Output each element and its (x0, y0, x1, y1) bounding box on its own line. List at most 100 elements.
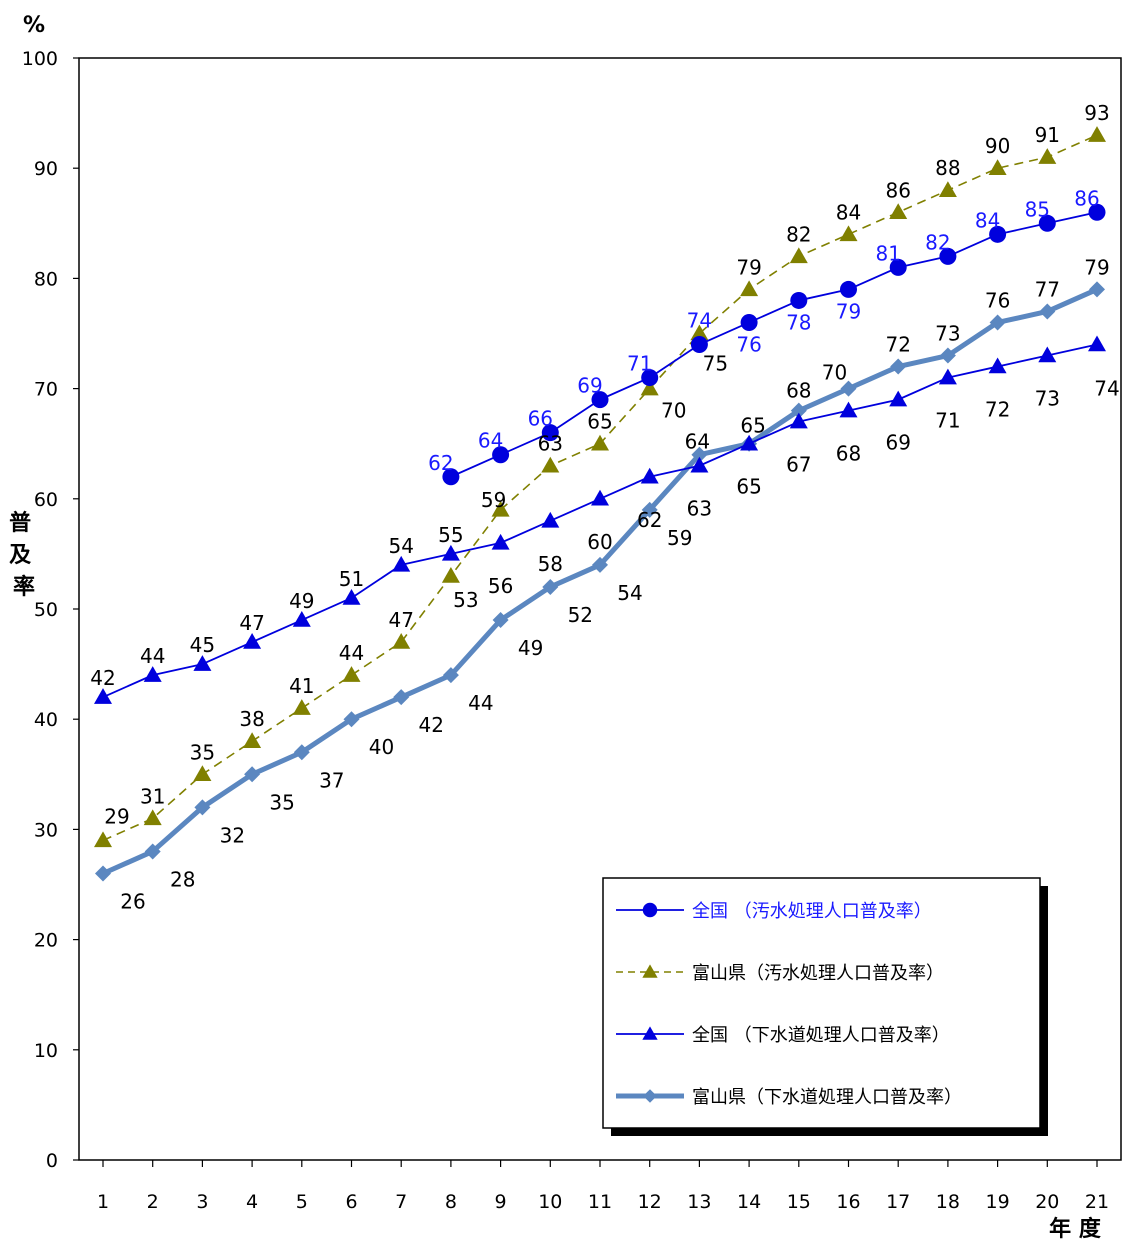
data-point (244, 766, 261, 783)
data-label: 60 (587, 530, 612, 554)
data-label: 86 (885, 178, 910, 202)
legend-item-4: 富山県（下水道処理人口普及率） (616, 1087, 962, 1108)
data-point (591, 391, 609, 409)
data-label: 44 (339, 641, 364, 665)
data-label: 73 (1035, 387, 1060, 411)
data-point (839, 401, 858, 418)
data-label: 49 (289, 589, 314, 613)
data-point (640, 379, 659, 396)
data-point (740, 280, 759, 297)
data-label: 91 (1035, 123, 1060, 147)
legend-marker (642, 1026, 658, 1040)
data-label: 93 (1084, 101, 1109, 125)
data-label: 68 (786, 379, 811, 403)
data-label: 74 (1094, 377, 1119, 401)
data-label: 53 (453, 588, 478, 612)
data-point (989, 314, 1006, 331)
y-tick-label: 30 (34, 819, 58, 841)
data-label: 37 (319, 768, 344, 792)
data-label: 85 (1025, 197, 1050, 221)
y-unit-label: % (23, 13, 45, 38)
x-axis-label: 年 度 (1049, 1216, 1102, 1242)
data-point (840, 280, 857, 298)
data-label: 66 (528, 407, 553, 431)
data-label: 86 (1074, 186, 1099, 210)
data-label: 32 (220, 823, 245, 847)
legend: 全国 （汚水処理人口普及率） 富山県（汚水処理人口普及率） 全国 （下水道処理人口普… (602, 877, 1048, 1136)
data-point (1039, 303, 1056, 320)
data-point (193, 655, 212, 671)
series-2 (94, 126, 1106, 848)
y-tick-label: 40 (34, 709, 58, 731)
data-point (592, 556, 608, 573)
y-tick-label: 80 (34, 268, 58, 290)
data-point (541, 456, 560, 473)
data-point (740, 313, 758, 331)
x-tick-label: 21 (1085, 1191, 1109, 1213)
data-point (1038, 148, 1057, 164)
data-label: 63 (687, 497, 712, 521)
data-point (690, 456, 709, 473)
x-tick-label: 17 (886, 1191, 910, 1213)
data-point (441, 566, 460, 583)
data-label: 72 (885, 333, 910, 357)
data-point (442, 468, 460, 486)
data-label: 76 (736, 332, 761, 356)
legend-items: 全国 （汚水処理人口普及率） 富山県（汚水処理人口普及率） 全国 （下水道処理人口普… (616, 901, 962, 1108)
data-label: 54 (617, 581, 642, 605)
data-point (243, 732, 262, 748)
x-tick-label: 6 (345, 1191, 357, 1213)
x-tick-label: 12 (638, 1191, 662, 1213)
data-point (144, 843, 161, 860)
series-4 (95, 281, 1105, 882)
data-point (392, 555, 411, 572)
x-tick-label: 19 (986, 1191, 1010, 1213)
data-point (988, 357, 1007, 374)
y-tick-label: 70 (34, 379, 58, 401)
data-label: 59 (481, 488, 506, 512)
x-tick-label: 14 (737, 1191, 761, 1213)
x-tick-label: 10 (538, 1191, 562, 1213)
data-label: 69 (577, 374, 602, 398)
y-tick-label: 50 (34, 599, 58, 621)
data-label: 77 (1035, 277, 1060, 301)
data-label: 78 (786, 310, 811, 334)
data-point (691, 446, 708, 463)
data-point (94, 688, 112, 704)
data-label: 58 (538, 552, 563, 576)
data-label: 73 (935, 322, 960, 346)
data-point (889, 258, 907, 276)
data-label: 71 (935, 409, 960, 433)
data-point (839, 225, 858, 242)
data-point (441, 544, 460, 561)
data-point (690, 324, 709, 341)
data-point (542, 578, 559, 595)
y-tick-label: 100 (22, 48, 58, 70)
y-tick-label: 20 (34, 930, 58, 952)
data-label: 59 (667, 526, 692, 550)
data-label: 79 (736, 255, 761, 279)
data-point (492, 612, 509, 629)
data-point (641, 501, 658, 518)
data-point (591, 434, 609, 451)
data-point (343, 711, 360, 728)
x-tick-label: 8 (445, 1191, 457, 1213)
x-axis: 1 2 3 4 5 6 7 8 9 10 11 12 13 14 15 16 17 18 19 20 21 (97, 1160, 1109, 1213)
data-point (938, 181, 957, 197)
data-label: 81 (875, 241, 900, 265)
x-tick-label: 13 (687, 1191, 711, 1213)
data-label: 47 (239, 611, 264, 635)
data-label: 35 (190, 740, 215, 764)
data-point (541, 511, 560, 528)
data-point (890, 358, 907, 375)
y-tick-label: 0 (46, 1150, 58, 1172)
y-tick-label: 90 (34, 158, 58, 180)
data-label: 70 (822, 361, 847, 385)
data-point (789, 247, 808, 264)
y-tick-label: 10 (34, 1040, 58, 1062)
data-point (789, 412, 808, 429)
data-point (889, 390, 908, 407)
data-label: 88 (935, 156, 960, 180)
data-label: 38 (239, 707, 264, 731)
